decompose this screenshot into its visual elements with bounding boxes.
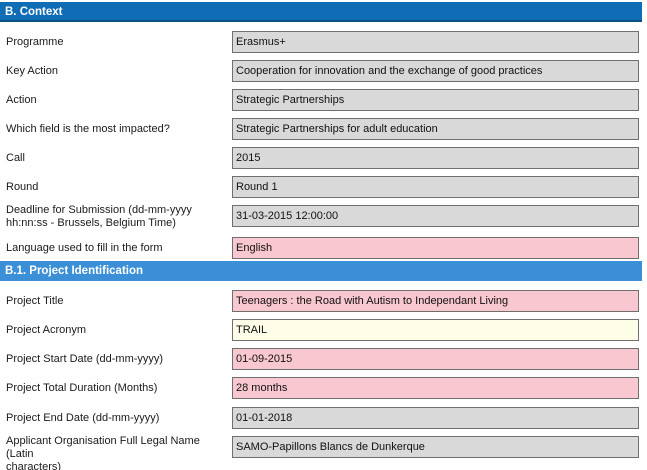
- deadline-label-line1: Deadline for Submission (dd-mm-yyyy: [6, 204, 192, 216]
- end-date-field: 01-01-2018: [232, 407, 639, 429]
- key-action-field: Cooperation for innovation and the excha…: [232, 60, 639, 82]
- section-header-project-identification: B.1. Project Identification: [0, 261, 642, 281]
- field-impacted-field: Strategic Partnerships for adult educati…: [232, 118, 639, 140]
- project-title-label: Project Title: [6, 295, 64, 307]
- key-action-label: Key Action: [6, 65, 58, 77]
- applicant-name-field: SAMO-Papillons Blancs de Dunkerque: [232, 436, 639, 458]
- action-field: Strategic Partnerships: [232, 89, 639, 111]
- language-label: Language used to fill in the form: [6, 242, 163, 254]
- start-date-field[interactable]: 01-09-2015: [232, 348, 639, 370]
- section-title: B.1. Project Identification: [5, 265, 144, 277]
- round-field: Round 1: [232, 176, 639, 198]
- call-label: Call: [6, 152, 25, 164]
- deadline-label-line2: hh:nn:ss - Brussels, Belgium Time): [6, 217, 176, 229]
- deadline-field: 31-03-2015 12:00:00: [232, 205, 639, 227]
- section-title: B. Context: [5, 6, 63, 18]
- start-date-label: Project Start Date (dd-mm-yyyy): [6, 353, 164, 365]
- action-label: Action: [6, 94, 37, 106]
- deadline-label: Deadline for Submission (dd-mm-yyyy hh:n…: [6, 204, 228, 230]
- round-label: Round: [6, 181, 39, 193]
- applicant-name-label-line1: Applicant Organisation Full Legal Name (…: [6, 435, 200, 460]
- applicant-name-label-line2: characters): [6, 461, 62, 470]
- section-header-context: B. Context: [0, 2, 642, 22]
- duration-label: Project Total Duration (Months): [6, 382, 158, 394]
- applicant-name-label: Applicant Organisation Full Legal Name (…: [6, 435, 228, 470]
- project-title-field[interactable]: Teenagers : the Road with Autism to Inde…: [232, 290, 639, 312]
- project-acronym-field[interactable]: TRAIL: [232, 319, 639, 341]
- end-date-label: Project End Date (dd-mm-yyyy): [6, 412, 160, 424]
- programme-field: Erasmus+: [232, 31, 639, 53]
- programme-label: Programme: [6, 36, 64, 48]
- call-field: 2015: [232, 147, 639, 169]
- duration-field[interactable]: 28 months: [232, 377, 639, 399]
- field-impacted-label: Which field is the most impacted?: [6, 123, 170, 135]
- language-field[interactable]: English: [232, 237, 639, 259]
- project-acronym-label: Project Acronym: [6, 324, 87, 336]
